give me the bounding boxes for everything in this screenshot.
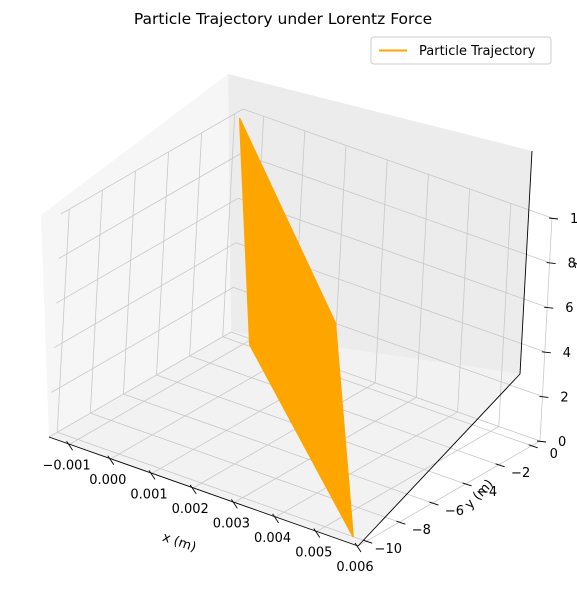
x-tick-label: 0.003	[213, 516, 250, 531]
x-tick-label: 0.004	[254, 531, 291, 546]
y-grid-line	[222, 113, 236, 337]
z-tick-mark	[546, 262, 556, 265]
x-tick-mark	[148, 470, 156, 480]
x-tick-mark	[272, 513, 279, 524]
x-tick-label: 0.005	[295, 545, 332, 560]
x-axis-label: x (m)	[160, 530, 198, 555]
chart-title: Particle Trajectory under Lorentz Force	[134, 10, 432, 28]
x-grid-line	[374, 159, 388, 383]
z-tick-mark	[548, 217, 559, 220]
z-grid-line	[58, 153, 241, 259]
y-grid-line	[89, 190, 103, 414]
grid-lines	[48, 108, 553, 547]
y-grid-line	[123, 393, 433, 504]
x-grid-line	[498, 203, 512, 427]
x-tick-label: −0.001	[43, 458, 91, 473]
x-grid-line	[457, 188, 470, 412]
x-tick-mark	[231, 499, 238, 509]
legend: Particle Trajectory	[370, 36, 552, 65]
y-tick-mark	[363, 539, 373, 544]
x-tick-mark	[66, 441, 73, 451]
y-tick-label: −10	[375, 542, 402, 557]
z-tick-mark	[536, 440, 547, 443]
z-grid-line	[48, 331, 232, 438]
x-grid-line	[193, 382, 376, 489]
y-grid-line	[123, 171, 136, 395]
y-tick-label: −4	[478, 485, 497, 500]
y-tick-mark	[462, 482, 472, 487]
z-tick-label: 2	[560, 390, 568, 405]
x-tick-label: 0.000	[89, 473, 126, 488]
y-tick-label: 0	[550, 447, 558, 462]
legend-label: Particle Trajectory	[419, 44, 536, 59]
y-grid-line	[56, 209, 70, 433]
x-grid-line	[69, 338, 252, 445]
x-tick-mark	[189, 484, 197, 495]
z-tick-mark	[544, 306, 554, 309]
z-tick-label: 6	[565, 301, 573, 316]
y-grid-line	[189, 355, 499, 466]
x-grid-line	[275, 411, 458, 518]
x-tick-mark	[107, 455, 115, 466]
y-tick-mark	[528, 444, 538, 449]
x-tick-label: 0.001	[130, 487, 167, 502]
y-grid-line	[156, 151, 169, 375]
x-tick-mark	[354, 542, 362, 553]
z-grid-line	[238, 197, 548, 308]
z-grid-line	[51, 287, 234, 393]
z-tick-label: 0	[558, 435, 566, 450]
y-tick-label: −2	[511, 466, 530, 481]
x-grid-line	[357, 440, 541, 547]
z-tick-label: 4	[563, 346, 571, 361]
series-layer	[238, 117, 354, 538]
left-pane	[41, 74, 231, 437]
x-grid-line	[416, 174, 429, 398]
x-tick-label: 0.006	[336, 560, 373, 575]
x-grid-line	[110, 353, 293, 460]
z-grid-line	[240, 153, 550, 263]
x-grid-line	[539, 217, 553, 442]
y-tick-label: −6	[445, 504, 464, 519]
z-grid-line	[56, 197, 239, 304]
y-tick-mark	[396, 520, 406, 525]
z-grid-line	[242, 108, 553, 219]
z-tick-mark	[541, 351, 551, 354]
z-tick-label: 10	[570, 212, 577, 227]
y-axis-line	[357, 373, 521, 547]
y-grid-line	[57, 431, 367, 542]
trajectory-ribbon	[238, 117, 354, 538]
z-axis-label: z	[570, 260, 577, 269]
z-grid-line	[60, 108, 244, 215]
y-tick-mark	[495, 463, 505, 468]
y-grid-line	[189, 132, 203, 356]
legend-box	[370, 36, 552, 65]
z-tick-label: 8	[568, 257, 576, 272]
x-axis-line	[48, 436, 359, 547]
y-tick-mark	[429, 501, 439, 506]
z-grid-line	[53, 242, 236, 349]
z-axis-line	[519, 150, 533, 375]
z-tick-mark	[539, 395, 549, 398]
x-tick-mark	[313, 528, 321, 538]
x-tick-label: 0.002	[172, 502, 209, 517]
y-tick-label: −8	[412, 523, 431, 538]
